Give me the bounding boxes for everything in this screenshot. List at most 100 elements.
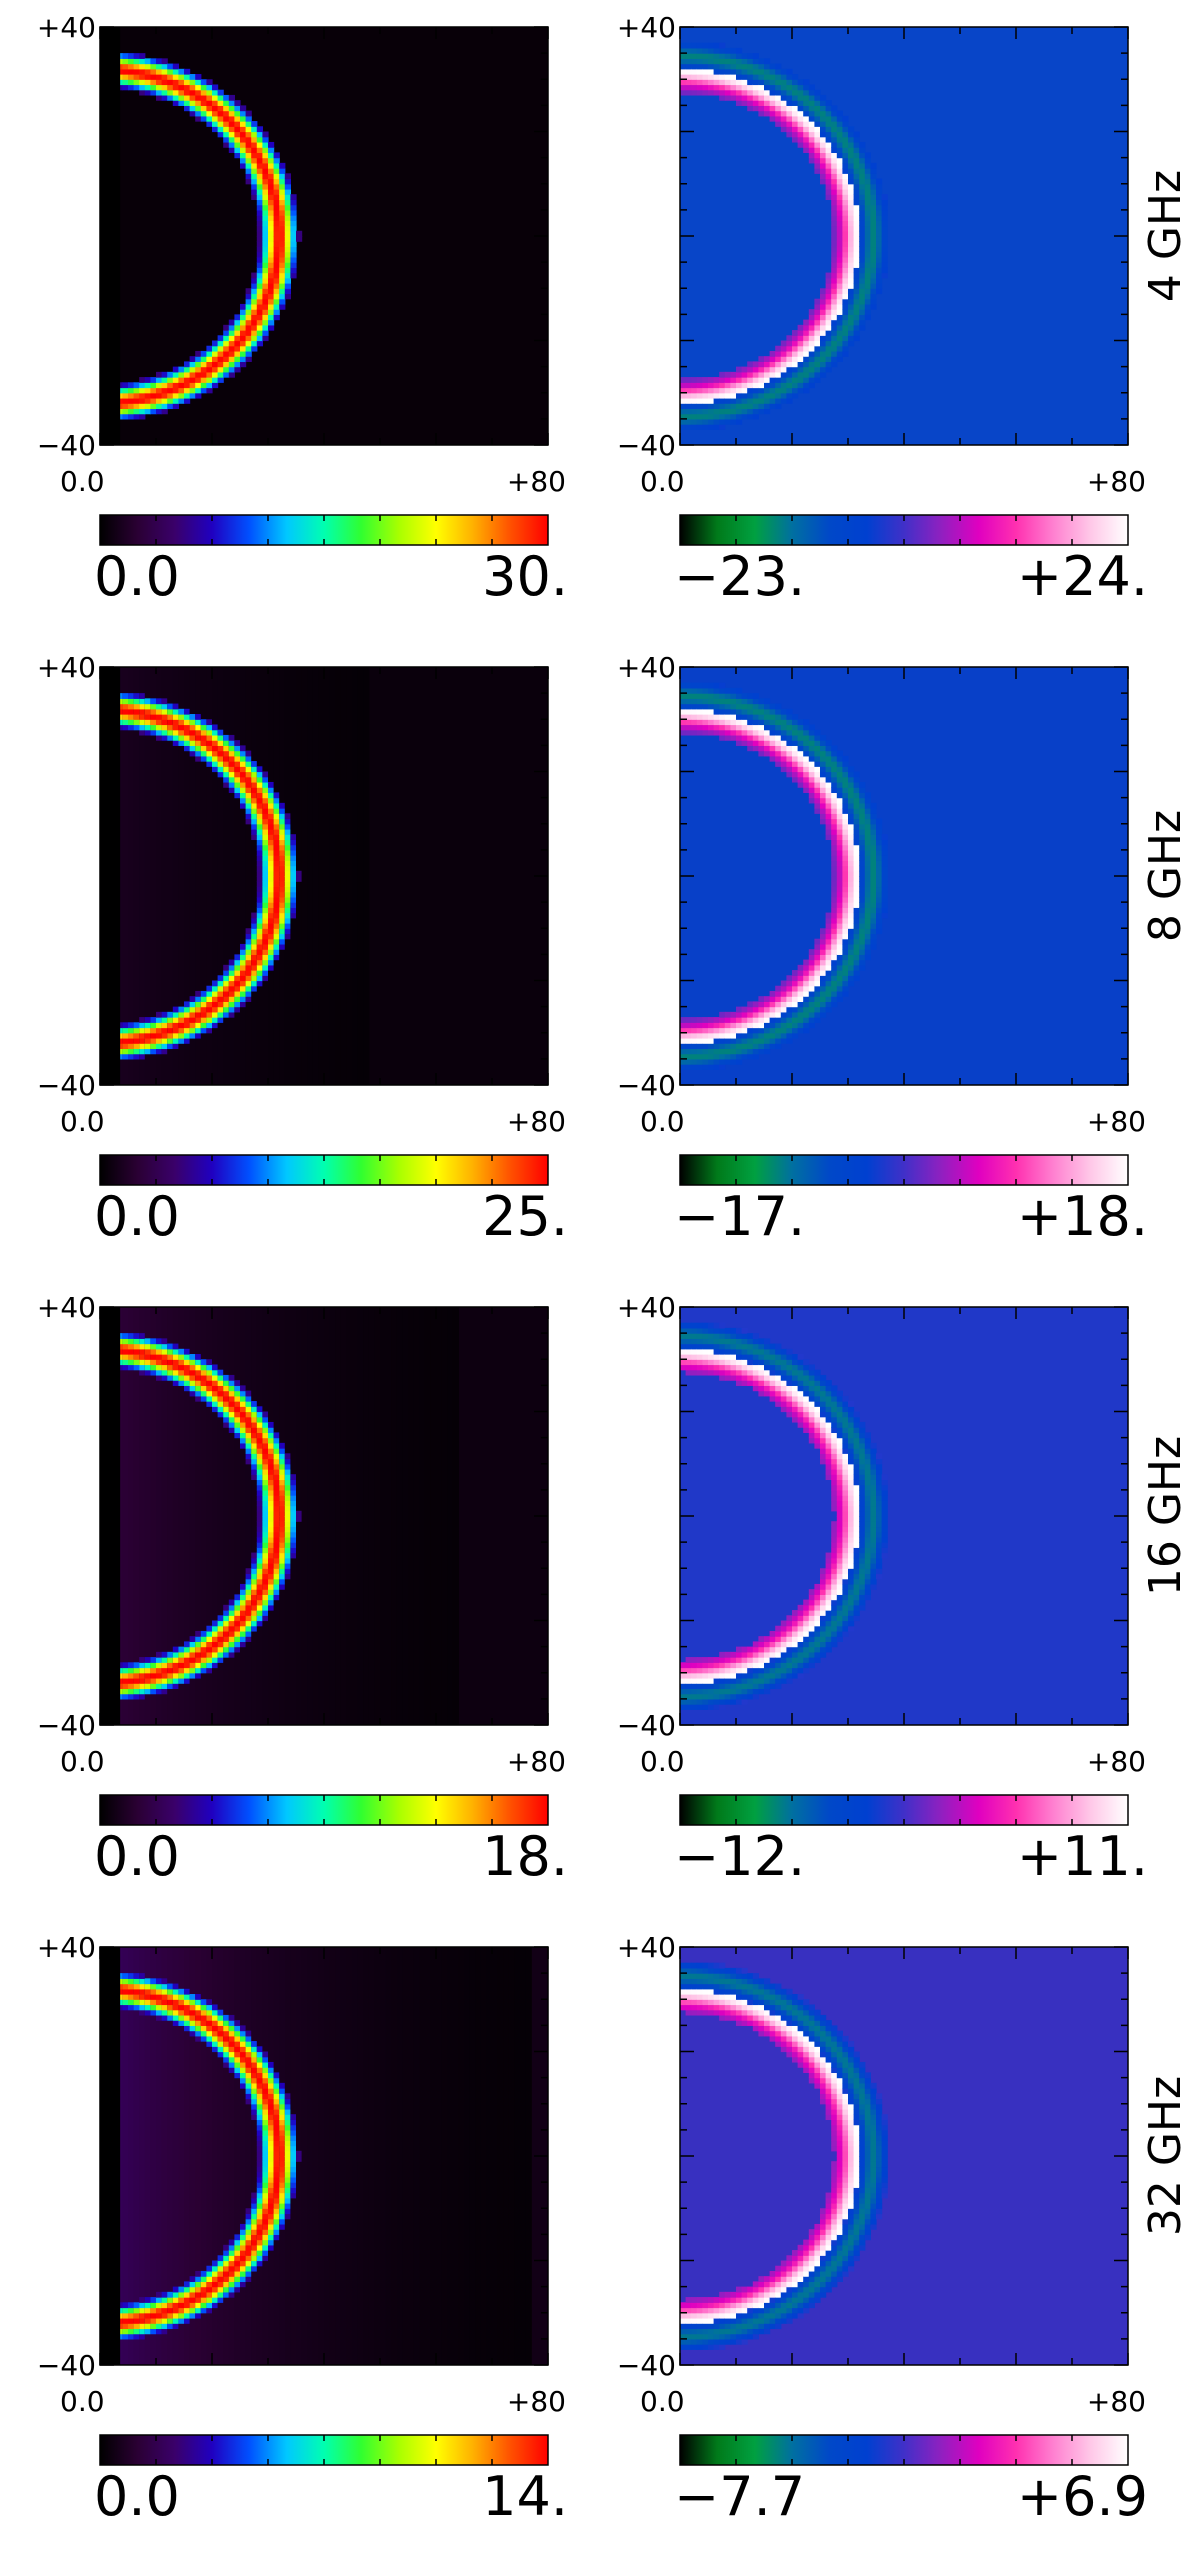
difference-cell: [680, 724, 687, 731]
difference-cell: [842, 178, 849, 185]
difference-cell: [786, 1011, 793, 1018]
ring-cell: [172, 403, 179, 410]
difference-cell: [764, 371, 771, 378]
ring-cell: [195, 1369, 202, 1376]
ring-cell: [268, 1505, 275, 1512]
difference-cell: [736, 1017, 743, 1023]
ring-cell: [144, 397, 151, 404]
difference-cell: [876, 188, 883, 195]
ring-cell: [200, 1630, 207, 1637]
ring-cell: [273, 938, 280, 945]
ring-cell: [228, 350, 235, 357]
difference-cell: [825, 288, 832, 295]
difference-cell: [724, 1657, 731, 1663]
difference-cell: [724, 1327, 731, 1334]
difference-cell: [864, 912, 871, 919]
difference-cell: [680, 84, 687, 91]
difference-cell: [764, 74, 771, 80]
difference-cell: [780, 724, 787, 731]
difference-cell: [825, 938, 832, 945]
difference-cell: [713, 719, 720, 726]
ring-cell: [200, 1369, 207, 1376]
difference-cell: [747, 724, 754, 731]
ring-cell: [150, 1677, 157, 1684]
difference-cell: [820, 1006, 827, 1013]
ring-cell: [212, 1657, 219, 1663]
difference-cell: [736, 387, 743, 394]
ring-cell: [184, 745, 191, 752]
ring-cell: [144, 392, 151, 399]
diffuse-strip: [245, 667, 252, 1085]
ring-cell: [139, 1027, 146, 1034]
ring-cell: [279, 251, 286, 258]
ring-cell: [290, 1552, 297, 1559]
difference-cell: [680, 418, 687, 425]
difference-cell: [803, 755, 810, 762]
difference-cell: [842, 839, 849, 846]
difference-cell: [736, 1369, 743, 1376]
ring-cell: [273, 272, 280, 279]
ring-cell: [195, 1630, 202, 1637]
difference-cell: [780, 361, 787, 368]
ring-cell: [223, 1610, 230, 1616]
difference-cell: [764, 1662, 771, 1669]
ring-cell: [262, 860, 269, 867]
ring-cell: [284, 1468, 291, 1475]
difference-cell: [780, 377, 787, 383]
ring-cell: [206, 985, 213, 992]
difference-cell: [752, 408, 759, 415]
ring-cell: [256, 1604, 263, 1611]
difference-cell: [792, 131, 799, 138]
difference-cell: [758, 84, 765, 91]
difference-cell: [814, 314, 821, 321]
difference-cell: [853, 293, 860, 300]
difference-cell: [752, 105, 759, 112]
ring-cell: [122, 719, 129, 726]
ring-cell: [240, 755, 247, 762]
difference-cell: [853, 283, 860, 289]
ring-cell: [184, 1662, 191, 1669]
difference-cell: [741, 1037, 748, 1044]
ring-cell: [256, 1557, 263, 1564]
ring-cell: [156, 377, 163, 383]
ring-cell: [284, 199, 291, 206]
difference-cell: [685, 408, 692, 415]
difference-cell: [764, 79, 771, 86]
difference-cell: [708, 42, 715, 49]
difference-cell: [680, 1662, 687, 1669]
difference-cell: [786, 1022, 793, 1029]
difference-cell: [842, 236, 849, 242]
difference-cell: [775, 89, 782, 96]
ring-cell: [240, 1615, 247, 1622]
diffuse-strip: [178, 667, 185, 1085]
difference-cell: [719, 1032, 726, 1039]
difference-cell: [820, 157, 827, 164]
difference-cell: [825, 1001, 832, 1008]
difference-cell: [836, 319, 843, 326]
ring-cell: [262, 787, 269, 793]
ring-cell: [189, 1667, 196, 1674]
ring-cell: [290, 886, 297, 893]
difference-cell: [831, 330, 838, 336]
ring-cell: [256, 808, 263, 814]
ring-cell: [251, 1604, 258, 1611]
difference-cell: [713, 1677, 720, 1684]
difference-cell: [780, 714, 787, 720]
ring-cell: [268, 178, 275, 185]
difference-cell: [848, 766, 855, 773]
ring-cell: [273, 1448, 280, 1454]
ring-cell: [223, 781, 230, 788]
difference-cell: [859, 797, 866, 804]
difference-cell: [859, 834, 866, 841]
ring-cell: [268, 152, 275, 159]
difference-cell: [836, 293, 843, 300]
difference-cell: [691, 708, 698, 715]
ring-cell: [161, 1048, 168, 1055]
ring-cell: [133, 1343, 140, 1350]
difference-cell: [702, 1364, 709, 1371]
difference-cell: [719, 1698, 726, 1705]
difference-cell: [696, 703, 703, 710]
difference-cell: [769, 1037, 776, 1044]
difference-cell: [719, 719, 726, 726]
diffuse-strip: [424, 1307, 431, 1725]
